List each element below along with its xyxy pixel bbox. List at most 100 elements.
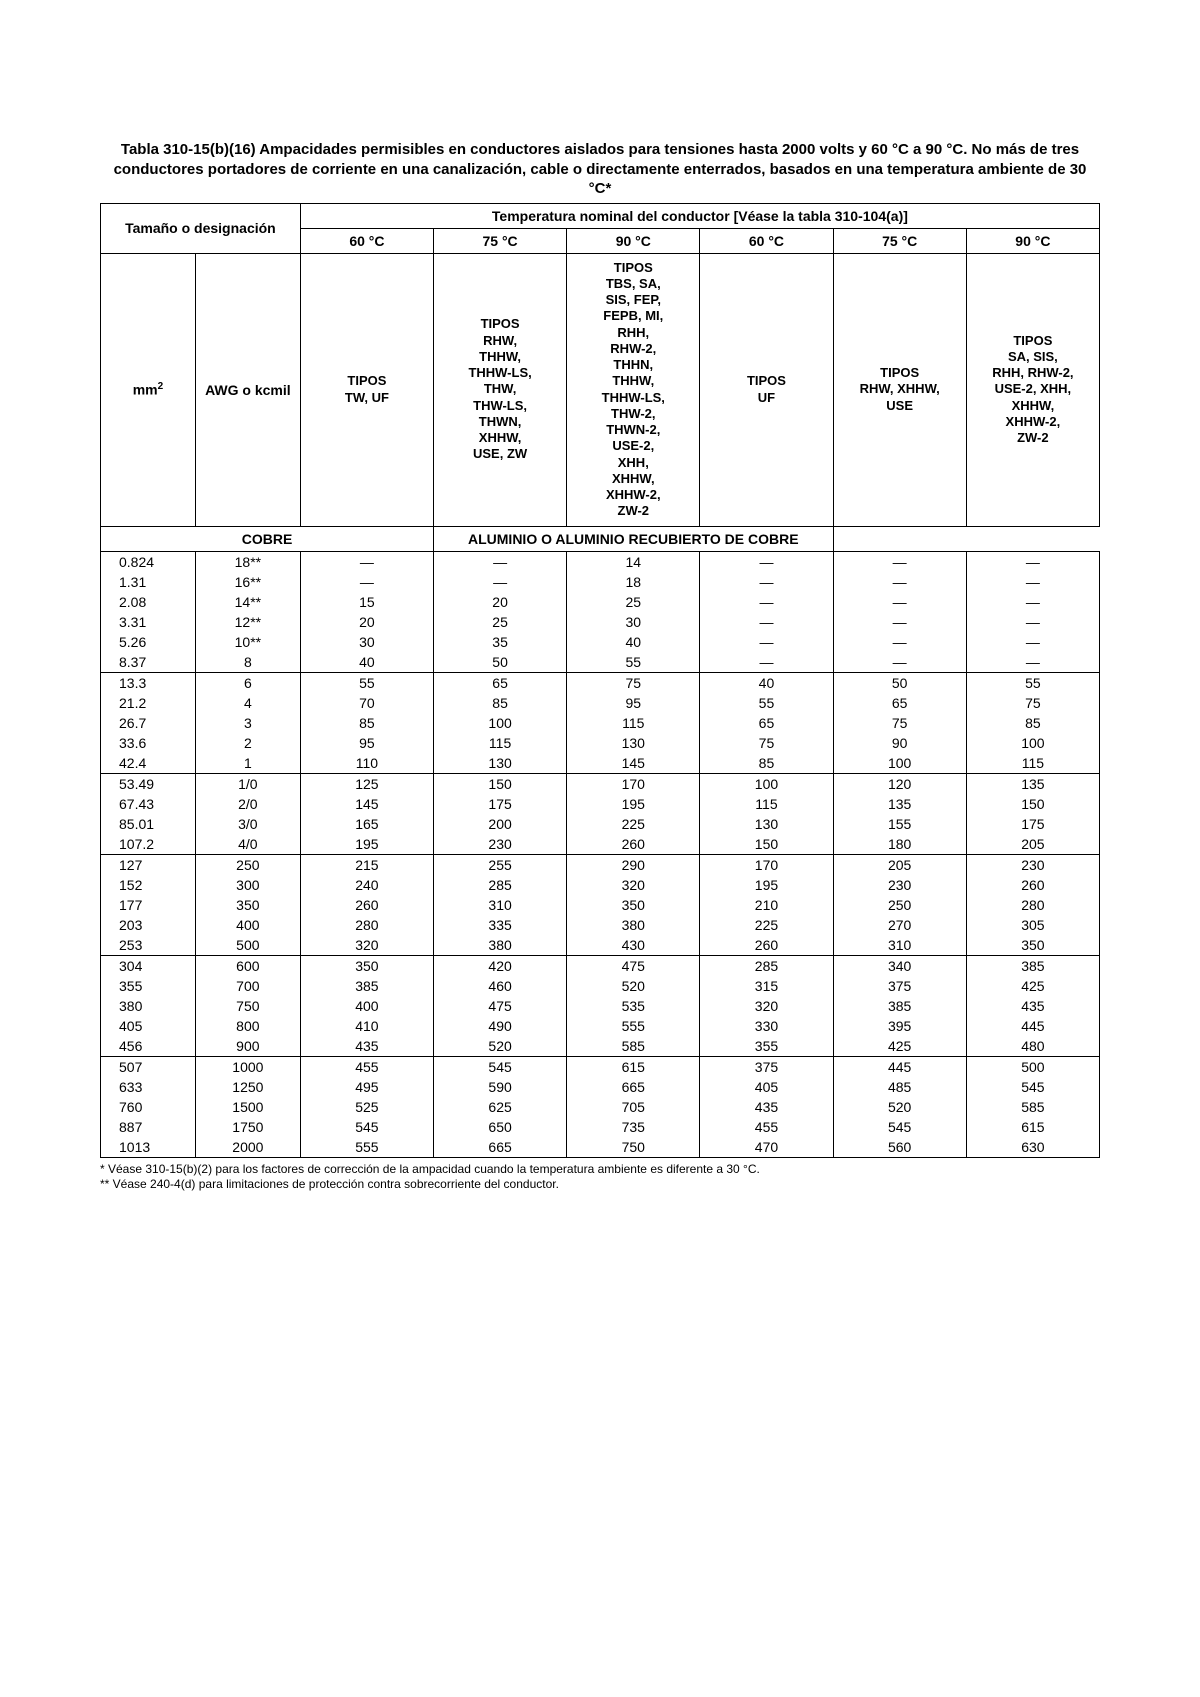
- table-row: 405800410490555330395445: [101, 1016, 1100, 1036]
- table-cell: 555: [300, 1137, 433, 1158]
- table-cell: 615: [966, 1117, 1099, 1137]
- table-cell: 130: [700, 814, 833, 834]
- table-cell: 170: [700, 854, 833, 875]
- table-cell: 16**: [195, 572, 300, 592]
- table-cell: 67.43: [101, 794, 196, 814]
- table-cell: 250: [195, 854, 300, 875]
- table-cell: 85: [966, 713, 1099, 733]
- table-cell: 430: [567, 935, 700, 956]
- table-cell: 500: [966, 1056, 1099, 1077]
- table-cell: 380: [567, 915, 700, 935]
- table-cell: 750: [567, 1137, 700, 1158]
- table-cell: 1000: [195, 1056, 300, 1077]
- table-cell: —: [833, 612, 966, 632]
- table-cell: 260: [966, 875, 1099, 895]
- table-cell: 26.7: [101, 713, 196, 733]
- table-cell: 195: [700, 875, 833, 895]
- table-cell: 485: [833, 1077, 966, 1097]
- table-cell: —: [966, 551, 1099, 572]
- table-cell: 305: [966, 915, 1099, 935]
- table-cell: 150: [700, 834, 833, 855]
- table-cell: 175: [434, 794, 567, 814]
- table-cell: 1/0: [195, 773, 300, 794]
- table-cell: 0.824: [101, 551, 196, 572]
- table-cell: 425: [966, 976, 1099, 996]
- table-cell: 456: [101, 1036, 196, 1057]
- table-cell: 6: [195, 672, 300, 693]
- table-cell: 800: [195, 1016, 300, 1036]
- table-cell: 18: [567, 572, 700, 592]
- table-cell: 750: [195, 996, 300, 1016]
- types-90c-alum: TIPOS SA, SIS, RHH, RHW-2, USE-2, XHH, X…: [966, 253, 1099, 526]
- table-row: 26.7385100115657585: [101, 713, 1100, 733]
- table-row: 85.013/0165200225130155175: [101, 814, 1100, 834]
- table-cell: 115: [567, 713, 700, 733]
- table-cell: 535: [567, 996, 700, 1016]
- table-cell: 500: [195, 935, 300, 956]
- table-cell: 1.31: [101, 572, 196, 592]
- table-cell: 1250: [195, 1077, 300, 1097]
- table-cell: 75: [833, 713, 966, 733]
- table-cell: 152: [101, 875, 196, 895]
- table-cell: 4/0: [195, 834, 300, 855]
- table-cell: —: [966, 592, 1099, 612]
- table-cell: 760: [101, 1097, 196, 1117]
- table-cell: 507: [101, 1056, 196, 1077]
- table-cell: 350: [567, 895, 700, 915]
- table-cell: 18**: [195, 551, 300, 572]
- table-row: 380750400475535320385435: [101, 996, 1100, 1016]
- table-cell: 400: [300, 996, 433, 1016]
- table-cell: 350: [195, 895, 300, 915]
- table-cell: 230: [833, 875, 966, 895]
- table-cell: 615: [567, 1056, 700, 1077]
- table-cell: 5.26: [101, 632, 196, 652]
- table-cell: 150: [434, 773, 567, 794]
- table-cell: 545: [434, 1056, 567, 1077]
- table-row: 203400280335380225270305: [101, 915, 1100, 935]
- table-cell: 435: [700, 1097, 833, 1117]
- table-cell: 170: [567, 773, 700, 794]
- table-cell: 2000: [195, 1137, 300, 1158]
- table-cell: 115: [966, 753, 1099, 774]
- header-temp: Temperatura nominal del conductor [Véase…: [300, 203, 1099, 228]
- table-cell: 650: [434, 1117, 567, 1137]
- table-cell: 1500: [195, 1097, 300, 1117]
- footnotes: * Véase 310-15(b)(2) para los factores d…: [100, 1162, 1100, 1193]
- table-cell: 20: [300, 612, 433, 632]
- table-cell: —: [833, 652, 966, 673]
- table-cell: 180: [833, 834, 966, 855]
- table-cell: 315: [700, 976, 833, 996]
- table-cell: 385: [833, 996, 966, 1016]
- table-cell: 475: [567, 955, 700, 976]
- table-cell: —: [966, 572, 1099, 592]
- table-cell: 3/0: [195, 814, 300, 834]
- table-cell: 115: [434, 733, 567, 753]
- table-cell: —: [434, 572, 567, 592]
- header-90c-1: 90 °C: [567, 228, 700, 253]
- table-cell: 395: [833, 1016, 966, 1036]
- table-cell: 260: [300, 895, 433, 915]
- table-cell: 210: [700, 895, 833, 915]
- table-cell: 455: [700, 1117, 833, 1137]
- table-row: 5071000455545615375445500: [101, 1056, 1100, 1077]
- table-cell: 95: [567, 693, 700, 713]
- footnote-line: ** Véase 240-4(d) para limitaciones de p…: [100, 1177, 1100, 1193]
- table-cell: 705: [567, 1097, 700, 1117]
- table-cell: 177: [101, 895, 196, 915]
- header-75c-2: 75 °C: [833, 228, 966, 253]
- table-cell: 75: [966, 693, 1099, 713]
- table-cell: 3: [195, 713, 300, 733]
- table-row: 10132000555665750470560630: [101, 1137, 1100, 1158]
- table-cell: 115: [700, 794, 833, 814]
- table-cell: 330: [700, 1016, 833, 1036]
- table-cell: 55: [966, 672, 1099, 693]
- table-cell: 310: [434, 895, 567, 915]
- table-cell: 340: [833, 955, 966, 976]
- table-cell: 200: [434, 814, 567, 834]
- table-cell: 1: [195, 753, 300, 774]
- table-cell: 585: [966, 1097, 1099, 1117]
- table-cell: —: [700, 551, 833, 572]
- table-cell: 107.2: [101, 834, 196, 855]
- table-row: 7601500525625705435520585: [101, 1097, 1100, 1117]
- table-cell: 590: [434, 1077, 567, 1097]
